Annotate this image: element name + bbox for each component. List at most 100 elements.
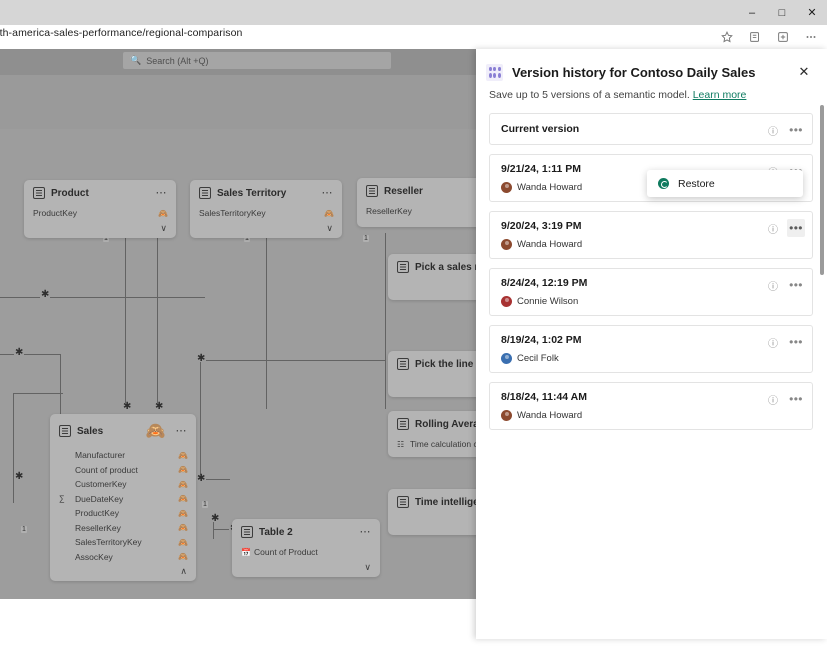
relationship-line xyxy=(125,233,126,409)
diagram-table-sales-territory[interactable]: Sales Territory ⋯ SalesTerritoryKey 🙈 ∨ xyxy=(190,180,342,238)
table-field[interactable]: ∑ DueDateKey 🙈 xyxy=(59,492,188,507)
list-item[interactable]: 8/19/24, 1:02 PM Cecil Folk ⓘ ••• xyxy=(489,325,813,373)
relationship-line xyxy=(200,360,201,479)
table-fields: Manufacturer 🙈 Count of product 🙈 Custom… xyxy=(50,446,196,567)
minimize-button[interactable]: – xyxy=(748,6,756,19)
restore-menu-item[interactable]: Restore xyxy=(678,177,715,190)
close-window-button[interactable]: ✕ xyxy=(807,7,817,19)
close-icon[interactable]: ✕ xyxy=(798,64,810,79)
relationship-line xyxy=(200,360,385,361)
learn-more-link[interactable]: Learn more xyxy=(692,89,747,101)
version-author: Cecil Folk xyxy=(501,353,802,364)
time-calc-icon: ☷ xyxy=(397,439,405,449)
favorite-icon[interactable] xyxy=(715,26,739,48)
version-author: Wanda Howard xyxy=(501,410,802,421)
author-name: Cecil Folk xyxy=(517,353,559,364)
table-field[interactable]: CustomerKey 🙈 xyxy=(59,477,188,492)
avatar xyxy=(501,410,512,421)
info-icon[interactable]: ⓘ xyxy=(768,224,778,236)
address-bar-url[interactable]: rth-america-sales-performance/regional-c… xyxy=(0,27,243,39)
relationship-line xyxy=(13,393,63,394)
diagram-table-sales[interactable]: Sales 🙈 ⋯ Manufacturer 🙈 Count of produc… xyxy=(50,414,196,581)
version-date: 8/19/24, 1:02 PM xyxy=(501,334,582,346)
table-field[interactable]: Count of product 🙈 xyxy=(59,463,188,478)
cardinality-label: 1 xyxy=(103,235,109,242)
table-more-icon[interactable]: ⋯ xyxy=(321,187,333,199)
list-item[interactable]: 9/20/24, 3:19 PM Wanda Howard ⓘ ••• xyxy=(489,211,813,259)
hidden-eye-icon[interactable]: 🙈 xyxy=(145,423,166,440)
table-header[interactable]: Product ⋯ xyxy=(24,180,176,204)
hidden-eye-icon: 🙈 xyxy=(178,508,188,518)
calendar-icon: 📅 xyxy=(241,547,251,557)
cardinality-label: 1 xyxy=(363,235,369,242)
card-header[interactable]: Rolling Averages xyxy=(388,411,518,435)
version-author: Wanda Howard xyxy=(501,182,802,193)
card-header[interactable]: Time intelligence xyxy=(388,489,518,513)
cardinality-many-marker: ✱ xyxy=(196,353,207,364)
table-more-icon[interactable]: ⋯ xyxy=(155,187,167,199)
maximize-button[interactable]: □ xyxy=(778,6,786,19)
card-fields: ☷ Time calculation categ xyxy=(388,435,518,457)
chevron-up-icon[interactable]: ∧ xyxy=(180,566,187,576)
browser-essentials-icon[interactable] xyxy=(771,26,795,48)
row-actions: ⓘ ••• xyxy=(764,390,805,408)
table-header[interactable]: Table 2 ⋯ xyxy=(232,519,380,543)
version-date: 8/18/24, 11:44 AM xyxy=(501,391,587,403)
table-field[interactable]: 📅 Count of Product xyxy=(241,545,371,560)
diagram-table-table-2[interactable]: Table 2 ⋯ 📅 Count of Product ∨ xyxy=(232,519,380,577)
table-icon xyxy=(397,496,409,508)
info-icon[interactable]: ⓘ xyxy=(768,395,778,407)
chevron-down-icon[interactable]: ∨ xyxy=(326,222,333,233)
chevron-down-icon[interactable]: ∨ xyxy=(364,561,371,572)
table-field[interactable]: ResellerKey 🙈 xyxy=(59,521,188,536)
info-icon[interactable]: ⓘ xyxy=(768,126,778,138)
diagram-table-product[interactable]: Product ⋯ ProductKey 🙈 ∨ xyxy=(24,180,176,238)
table-field[interactable]: ☷ Time calculation categ xyxy=(397,437,509,452)
table-more-icon[interactable]: ⋯ xyxy=(359,526,371,538)
table-field[interactable]: SalesTerritoryKey 🙈 xyxy=(199,206,334,221)
table-field[interactable]: SalesTerritoryKey 🙈 xyxy=(59,535,188,550)
window-titlebar: – □ ✕ xyxy=(0,0,827,25)
hidden-eye-icon: 🙈 xyxy=(178,494,188,504)
field-label: ProductKey xyxy=(33,208,77,219)
relationship-line xyxy=(266,233,267,409)
collections-icon[interactable] xyxy=(743,26,767,48)
table-icon xyxy=(199,187,211,199)
relationship-line xyxy=(157,233,158,409)
search-input[interactable]: 🔍 Search (Alt +Q) xyxy=(123,52,391,69)
info-icon[interactable]: ⓘ xyxy=(768,281,778,293)
browser-toolbar xyxy=(0,25,827,49)
table-field[interactable]: ProductKey 🙈 xyxy=(59,506,188,521)
panel-scrollbar[interactable] xyxy=(820,105,824,275)
table-header[interactable]: Sales 🙈 ⋯ xyxy=(50,414,196,446)
list-item[interactable]: 8/24/24, 12:19 PM Connie Wilson ⓘ ••• xyxy=(489,268,813,316)
more-options-icon[interactable]: ••• xyxy=(789,277,803,292)
more-options-icon[interactable]: ••• xyxy=(789,122,803,137)
table-more-icon[interactable]: ⋯ xyxy=(175,425,187,437)
card-name: Pick the line xyxy=(415,358,474,370)
table-icon xyxy=(59,425,71,437)
row-actions: ⓘ ••• xyxy=(764,333,805,351)
list-item[interactable]: Current version ⓘ ••• xyxy=(489,113,813,145)
info-icon[interactable]: ⓘ xyxy=(768,338,778,350)
table-header[interactable]: Sales Territory ⋯ xyxy=(190,180,342,204)
more-options-icon[interactable]: ••• xyxy=(789,391,803,406)
table-field[interactable]: ResellerKey xyxy=(366,204,500,219)
card-header[interactable]: Pick the line xyxy=(388,351,518,375)
card-header[interactable]: Pick a sales meas xyxy=(388,254,518,278)
more-options-icon[interactable]: ••• xyxy=(787,219,805,237)
table-field[interactable]: ProductKey 🙈 xyxy=(33,206,168,221)
chevron-down-icon[interactable]: ∨ xyxy=(160,222,167,233)
field-label: Time calculation categ xyxy=(410,439,495,450)
table-field[interactable]: Manufacturer 🙈 xyxy=(59,448,188,463)
cardinality-label: 1 xyxy=(21,526,27,533)
table-header[interactable]: Reseller xyxy=(357,178,509,202)
version-date: 9/21/24, 1:11 PM xyxy=(501,163,581,175)
table-field[interactable]: AssocKey 🙈 xyxy=(59,550,188,565)
app-launcher-icon[interactable] xyxy=(486,63,503,81)
field-label: SalesTerritoryKey xyxy=(199,208,266,219)
list-item[interactable]: 8/18/24, 11:44 AM Wanda Howard ⓘ ••• xyxy=(489,382,813,430)
more-options-icon[interactable]: ••• xyxy=(789,334,803,349)
settings-more-icon[interactable] xyxy=(799,26,823,48)
